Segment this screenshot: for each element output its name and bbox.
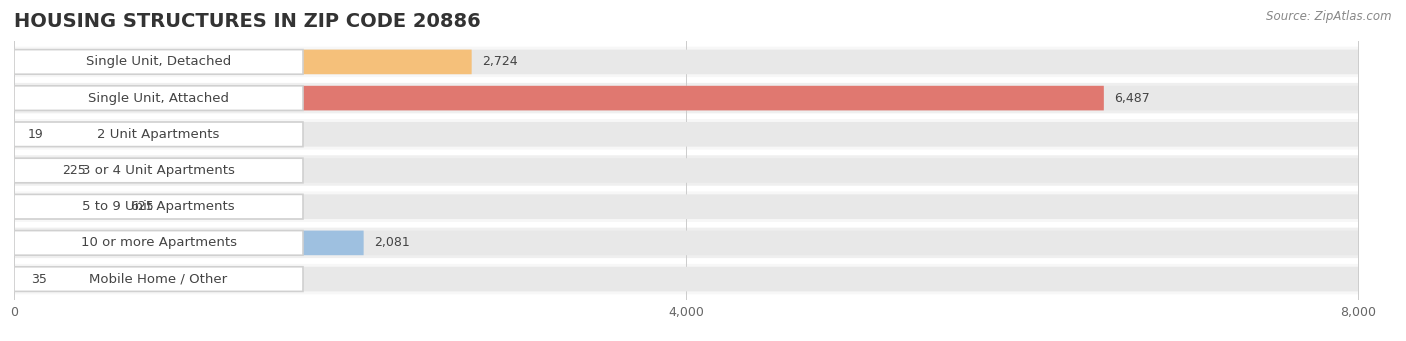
- FancyBboxPatch shape: [14, 86, 1358, 110]
- Text: 35: 35: [31, 272, 46, 285]
- Text: 2,081: 2,081: [374, 236, 411, 249]
- FancyBboxPatch shape: [14, 231, 304, 255]
- Text: 3 or 4 Unit Apartments: 3 or 4 Unit Apartments: [82, 164, 235, 177]
- Text: 6,487: 6,487: [1115, 92, 1150, 105]
- FancyBboxPatch shape: [14, 119, 1358, 149]
- FancyBboxPatch shape: [14, 231, 1358, 255]
- FancyBboxPatch shape: [14, 86, 1104, 110]
- FancyBboxPatch shape: [14, 231, 364, 255]
- Text: 2,724: 2,724: [482, 56, 517, 69]
- Text: HOUSING STRUCTURES IN ZIP CODE 20886: HOUSING STRUCTURES IN ZIP CODE 20886: [14, 12, 481, 31]
- FancyBboxPatch shape: [14, 267, 20, 292]
- FancyBboxPatch shape: [14, 155, 1358, 186]
- FancyBboxPatch shape: [14, 158, 304, 183]
- Text: 19: 19: [28, 128, 44, 141]
- FancyBboxPatch shape: [14, 158, 52, 183]
- Text: Source: ZipAtlas.com: Source: ZipAtlas.com: [1267, 10, 1392, 23]
- FancyBboxPatch shape: [14, 122, 17, 147]
- FancyBboxPatch shape: [14, 122, 304, 147]
- Text: 5 to 9 Unit Apartments: 5 to 9 Unit Apartments: [82, 200, 235, 213]
- FancyBboxPatch shape: [14, 192, 1358, 222]
- FancyBboxPatch shape: [14, 122, 1358, 147]
- FancyBboxPatch shape: [14, 228, 1358, 258]
- FancyBboxPatch shape: [14, 86, 304, 110]
- FancyBboxPatch shape: [14, 158, 1358, 183]
- Text: Single Unit, Attached: Single Unit, Attached: [89, 92, 229, 105]
- Text: Single Unit, Detached: Single Unit, Detached: [86, 56, 231, 69]
- FancyBboxPatch shape: [14, 264, 1358, 294]
- Text: Mobile Home / Other: Mobile Home / Other: [90, 272, 228, 285]
- FancyBboxPatch shape: [14, 267, 304, 292]
- FancyBboxPatch shape: [14, 194, 1358, 219]
- FancyBboxPatch shape: [14, 194, 120, 219]
- FancyBboxPatch shape: [14, 49, 471, 74]
- Text: 625: 625: [129, 200, 153, 213]
- Text: 2 Unit Apartments: 2 Unit Apartments: [97, 128, 219, 141]
- FancyBboxPatch shape: [14, 49, 304, 74]
- FancyBboxPatch shape: [14, 267, 1358, 292]
- FancyBboxPatch shape: [14, 83, 1358, 113]
- FancyBboxPatch shape: [14, 47, 1358, 77]
- Text: 10 or more Apartments: 10 or more Apartments: [80, 236, 236, 249]
- Text: 225: 225: [63, 164, 86, 177]
- FancyBboxPatch shape: [14, 49, 1358, 74]
- FancyBboxPatch shape: [14, 194, 304, 219]
